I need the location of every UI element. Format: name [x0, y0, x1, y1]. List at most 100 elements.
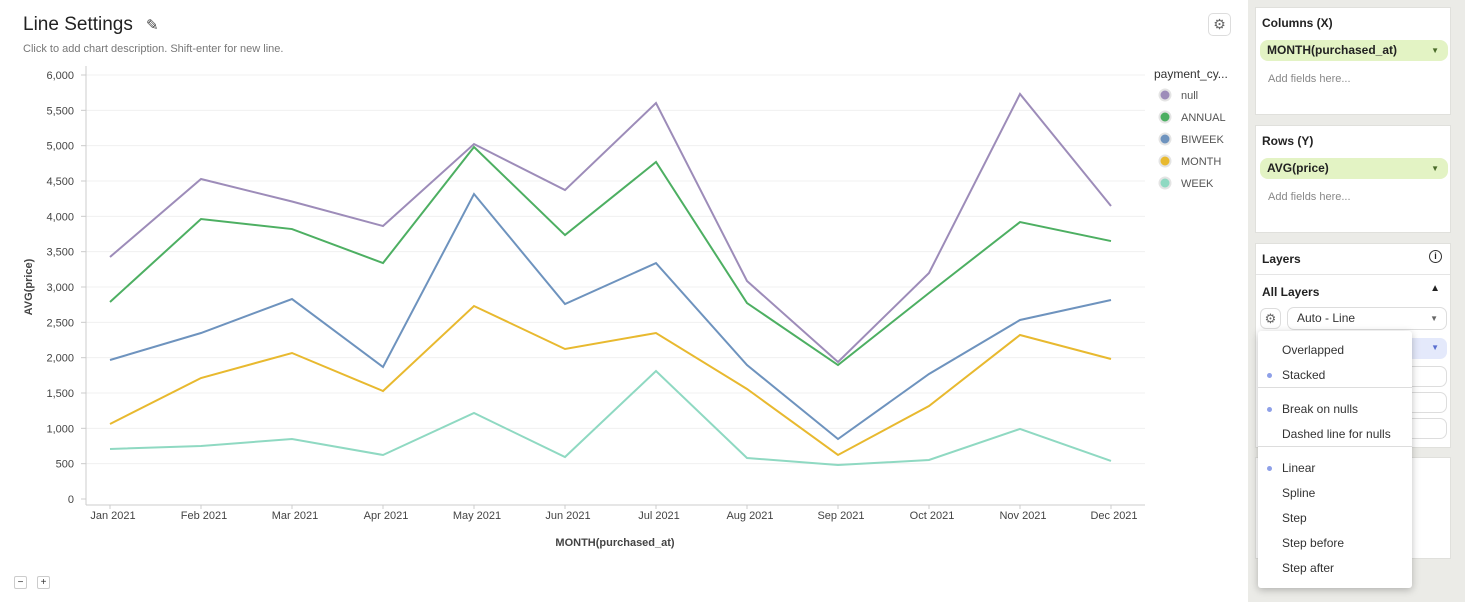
dropdown-item[interactable]: Step after [1282, 561, 1334, 575]
caret-down-icon: ▼ [1430, 314, 1438, 323]
line-chart: 0 500 1,000 1,500 2,000 2,500 3,000 3,500 4,000 4… [23, 66, 1228, 549]
series-line-week[interactable] [109, 369, 1112, 467]
y-tick-label: 1,500 [46, 388, 74, 400]
chart-settings-button[interactable]: ⚙ [1208, 13, 1231, 36]
dropdown-item-label: Overlapped [1282, 343, 1345, 357]
rows-title: Rows (Y) [1262, 134, 1314, 148]
dropdown-item[interactable]: Break on nulls [1267, 402, 1359, 416]
y-tick-label: 4,000 [46, 211, 74, 223]
x-tick-label: Mar 2021 [272, 510, 318, 522]
layer-option-select[interactable]: ▼ [1406, 338, 1447, 359]
y-tick-label: 2,000 [46, 353, 74, 365]
dropdown-item[interactable]: Dashed line for nulls [1282, 427, 1391, 441]
x-tick-label: Jul 2021 [638, 510, 680, 522]
selected-dot-icon [1267, 373, 1272, 378]
chevron-up-icon[interactable]: ▲ [1430, 283, 1440, 294]
columns-field-pill[interactable]: MONTH(purchased_at) ▼ [1260, 40, 1448, 61]
field-label: MONTH(purchased_at) [1267, 43, 1398, 57]
chart-type-select[interactable]: Auto - Line ▼ [1287, 307, 1447, 330]
layer-option-input[interactable] [1406, 418, 1447, 439]
selected-dot-icon [1267, 466, 1272, 471]
series-line-biweek[interactable] [109, 192, 1112, 441]
legend-title: payment_cy... [1154, 67, 1228, 81]
caret-down-icon: ▼ [1431, 46, 1439, 55]
x-axis-title: MONTH(purchased_at) [555, 537, 675, 549]
y-tick-label: 0 [68, 494, 74, 506]
all-layers-title[interactable]: All Layers [1262, 285, 1320, 299]
legend-item[interactable]: WEEK [1181, 178, 1214, 190]
y-tick-label: 3,000 [46, 282, 74, 294]
line-options-dropdown: Overlapped Stacked Break on nulls Dashed li… [1258, 331, 1412, 588]
legend-swatch[interactable] [1158, 132, 1172, 146]
gear-icon: ⚙ [1213, 16, 1226, 32]
y-tick-label: 4,500 [46, 176, 74, 188]
selected-dot-icon [1267, 407, 1272, 412]
dropdown-item[interactable]: Overlapped [1282, 343, 1344, 357]
dropdown-item-label: Spline [1282, 486, 1316, 500]
caret-down-icon: ▼ [1431, 164, 1439, 173]
x-tick-label: Feb 2021 [181, 510, 227, 522]
rows-drop-zone[interactable]: Add fields here... [1268, 191, 1351, 203]
dropdown-divider [1258, 387, 1412, 388]
y-tick-label: 5,500 [46, 105, 74, 117]
legend-item[interactable]: MONTH [1181, 156, 1221, 168]
y-tick-label: 500 [56, 459, 74, 471]
x-tick-label: Jun 2021 [545, 510, 590, 522]
chart-description[interactable]: Click to add chart description. Shift-en… [23, 43, 284, 55]
legend-item[interactable]: ANNUAL [1181, 112, 1226, 124]
dropdown-item[interactable]: Stacked [1267, 368, 1326, 382]
series-line-null[interactable] [109, 92, 1112, 364]
layer-option-input[interactable] [1406, 366, 1447, 387]
page-title[interactable]: Line Settings [23, 14, 133, 35]
y-tick-label: 2,500 [46, 317, 74, 329]
legend-swatch[interactable] [1158, 88, 1172, 102]
dropdown-item-label: Step before [1282, 536, 1345, 550]
dropdown-item-label: Step [1282, 511, 1307, 525]
y-tick-label: 3,500 [46, 247, 74, 259]
pencil-icon[interactable]: ✎ [146, 17, 159, 34]
series-line-annual[interactable] [109, 145, 1112, 367]
dropdown-item-label: Dashed line for nulls [1282, 427, 1391, 441]
zoom-in-button[interactable]: + [37, 576, 50, 589]
y-tick-label: 5,000 [46, 141, 74, 153]
field-label: AVG(price) [1267, 161, 1329, 175]
legend-swatch[interactable] [1158, 154, 1172, 168]
y-axis-title: AVG(price) [23, 258, 35, 315]
columns-panel: Columns (X) MONTH(purchased_at) ▼ Add fie… [1255, 7, 1451, 115]
legend-item[interactable]: BIWEEK [1181, 134, 1224, 146]
dropdown-item[interactable]: Spline [1282, 486, 1315, 500]
chart-canvas: Line Settings ✎ Click to add chart descr… [14, 13, 1231, 589]
dropdown-item-label: Stacked [1282, 368, 1326, 382]
y-tick-label: 6,000 [46, 70, 74, 82]
y-tick-label: 1,000 [46, 423, 74, 435]
x-tick-label: Sep 2021 [817, 510, 864, 522]
layer-option-input[interactable] [1406, 392, 1447, 413]
columns-title: Columns (X) [1262, 16, 1333, 30]
dropdown-item-label: Break on nulls [1282, 402, 1359, 416]
x-tick-label: May 2021 [453, 510, 501, 522]
dropdown-item[interactable]: Step [1282, 511, 1307, 525]
rows-panel: Rows (Y) AVG(price) ▼ Add fields here... [1255, 125, 1451, 233]
series-line-month[interactable] [109, 304, 1112, 457]
x-tick-label: Apr 2021 [364, 510, 409, 522]
dropdown-divider [1258, 446, 1412, 447]
dropdown-item-label: Linear [1282, 461, 1316, 475]
info-icon[interactable]: i [1429, 250, 1442, 263]
x-tick-label: Dec 2021 [1090, 510, 1137, 522]
dropdown-item-label: Step after [1282, 561, 1335, 575]
chart-type-value: Auto - Line [1297, 311, 1356, 325]
layers-title: Layers [1262, 252, 1301, 266]
columns-drop-zone[interactable]: Add fields here... [1268, 73, 1351, 85]
legend-swatch[interactable] [1158, 110, 1172, 124]
divider [1256, 274, 1450, 275]
x-tick-label: Nov 2021 [999, 510, 1046, 522]
dropdown-item[interactable]: Step before [1282, 536, 1344, 550]
x-tick-label: Jan 2021 [90, 510, 135, 522]
legend-swatch[interactable] [1158, 176, 1172, 190]
zoom-out-button[interactable]: − [14, 576, 27, 589]
rows-field-pill[interactable]: AVG(price) ▼ [1260, 158, 1448, 179]
x-tick-label: Aug 2021 [726, 510, 773, 522]
dropdown-item[interactable]: Linear [1267, 461, 1316, 475]
legend-item[interactable]: null [1181, 90, 1198, 102]
layer-settings-button[interactable]: ⚙ [1260, 308, 1281, 329]
